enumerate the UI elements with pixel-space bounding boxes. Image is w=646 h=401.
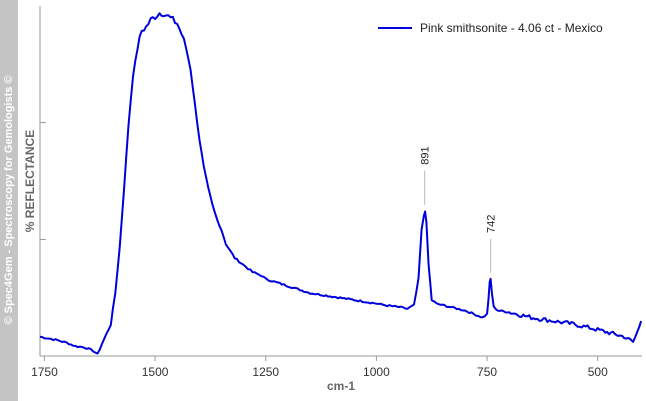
peak-label: 891 [420,146,432,164]
x-tick-label: 500 [588,365,608,379]
x-ticks: 1750 1500 1250 1000 750 500 [31,356,608,379]
y-axis-label: % REFLECTANCE [23,130,37,232]
x-tick-label: 1500 [142,365,169,379]
series-line [39,12,643,355]
x-tick-label: 1000 [363,365,390,379]
peak-annotations: 891 742 [420,146,498,273]
x-tick-label: 1250 [252,365,279,379]
y-ticks [40,122,46,240]
legend: Pink smithsonite - 4.06 ct - Mexico [378,21,603,35]
x-tick-label: 1750 [31,365,58,379]
axes [39,6,642,357]
legend-label: Pink smithsonite - 4.06 ct - Mexico [420,21,603,35]
x-axis-label: cm-1 [327,379,355,393]
x-tick-label: 750 [477,365,497,379]
peak-label: 742 [486,215,498,233]
watermark-band: © Spec4Gem - Spectroscopy for Gemologist… [0,0,18,401]
